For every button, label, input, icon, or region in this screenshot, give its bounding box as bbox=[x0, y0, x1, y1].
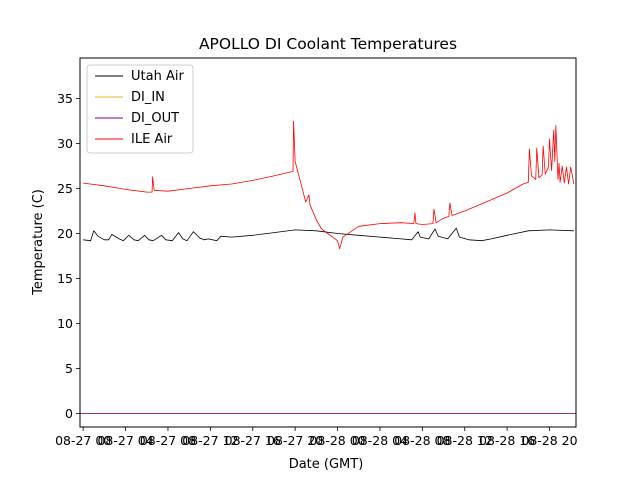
y-tick-label: 35 bbox=[57, 91, 73, 106]
x-tick-label: 08-28 00 bbox=[309, 433, 365, 448]
x-tick-label: 08-27 08 bbox=[140, 433, 196, 448]
legend-box bbox=[86, 64, 194, 154]
x-tick-label: 08-27 20 bbox=[267, 433, 323, 448]
legend-label-ile-air: ILE Air bbox=[131, 132, 173, 147]
x-tick-label: 08-27 00 bbox=[55, 433, 111, 448]
x-axis-label: Date (GMT) bbox=[289, 457, 364, 472]
x-tick-label: 08-28 20 bbox=[521, 433, 577, 448]
y-tick-label: 20 bbox=[57, 226, 73, 241]
y-tick-label: 0 bbox=[65, 406, 73, 421]
y-axis-ticks: 0 5 10 15 20 25 30 35 bbox=[57, 91, 80, 421]
x-tick-label: 08-28 16 bbox=[479, 433, 535, 448]
x-tick-label: 08-27 12 bbox=[182, 433, 238, 448]
y-axis-label: Temperature (C) bbox=[31, 189, 46, 296]
y-tick-label: 30 bbox=[57, 136, 73, 151]
chart-title: APOLLO DI Coolant Temperatures bbox=[199, 35, 457, 53]
legend: Utah Air DI_IN DI_OUT ILE Air bbox=[86, 64, 194, 154]
x-tick-label: 08-28 08 bbox=[394, 433, 450, 448]
x-tick-label: 08-27 04 bbox=[97, 433, 153, 448]
legend-label-utah-air: Utah Air bbox=[131, 69, 184, 84]
series-layer bbox=[80, 120, 576, 414]
y-tick-label: 10 bbox=[57, 316, 73, 331]
plot-frame bbox=[79, 57, 577, 428]
y-tick-label: 25 bbox=[57, 181, 73, 196]
x-tick-label: 08-28 12 bbox=[437, 433, 493, 448]
legend-label-di-in: DI_IN bbox=[131, 90, 165, 105]
legend-label-di-out: DI_OUT bbox=[131, 111, 179, 126]
y-tick-label: 15 bbox=[57, 271, 73, 286]
y-tick-label: 5 bbox=[65, 361, 73, 376]
x-tick-label: 08-28 04 bbox=[352, 433, 408, 448]
series-line-utah-air bbox=[83, 227, 574, 242]
x-tick-label: 08-27 16 bbox=[225, 433, 281, 448]
series-line-ile-air bbox=[83, 120, 575, 250]
